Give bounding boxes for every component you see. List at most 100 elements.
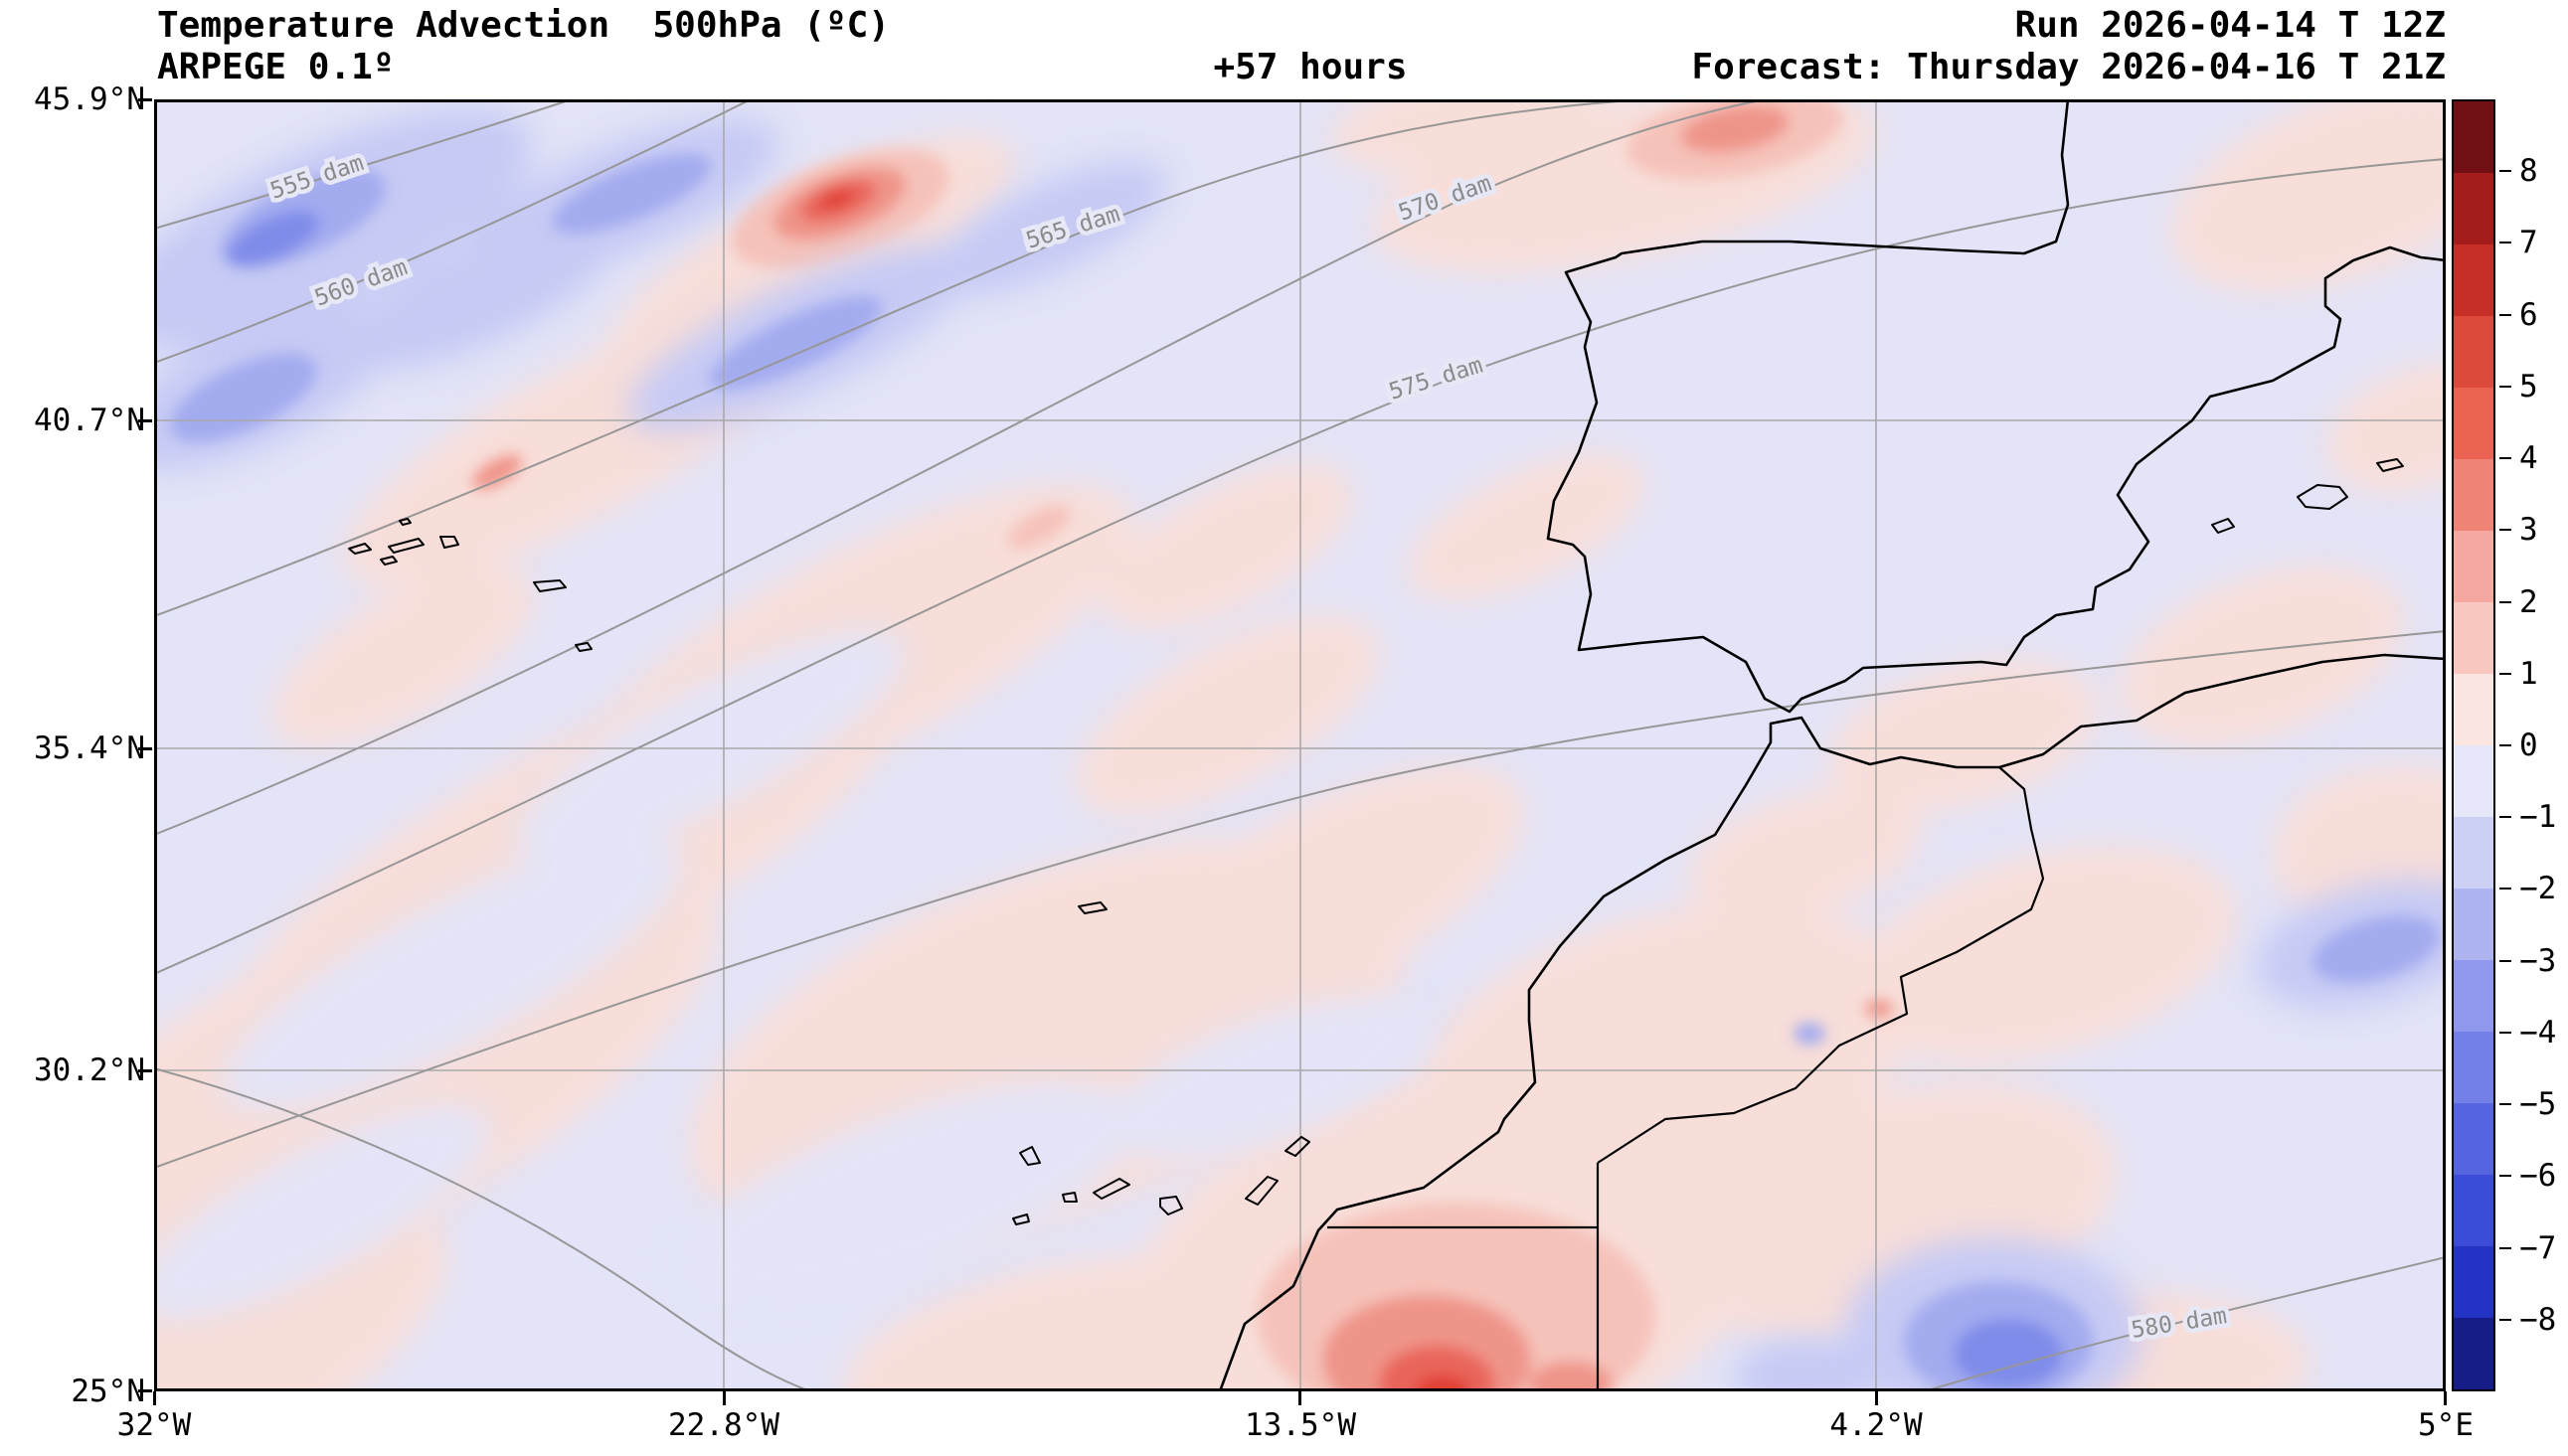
y-tick-label: 25°N <box>71 1374 145 1409</box>
island-balearics <box>2211 458 2404 534</box>
colorbar: 8 7 6 5 4 3 2 1 0 −1 −2 −3 −4 −5 −6 −7 −8 <box>2452 99 2568 1391</box>
valid-time-label: Forecast: Thursday 2026-04-16 T 21Z <box>1691 47 2446 87</box>
colorbar-tick-label: 4 <box>2519 440 2538 477</box>
colorbar-tick <box>2499 242 2511 244</box>
colorbar-tick-label: 6 <box>2519 296 2538 333</box>
colorbar-segment <box>2454 1175 2493 1246</box>
x-tick-label: 5°E <box>2418 1407 2474 1443</box>
colorbar-tick <box>2499 1031 2511 1034</box>
colorbar-segment <box>2454 244 2493 316</box>
x-tick-label: 4.2°W <box>1829 1407 1923 1443</box>
colorbar-tick <box>2499 1175 2511 1178</box>
colorbar-tick <box>2499 888 2511 890</box>
contour-565 <box>154 99 1646 617</box>
colorbar-tick-label: 1 <box>2519 655 2538 692</box>
colorbar-segment <box>2454 1103 2493 1175</box>
island-azores <box>348 518 593 652</box>
colorbar-tick-label: −5 <box>2519 1086 2557 1123</box>
islands <box>348 458 2404 1225</box>
colorbar-segment <box>2454 1032 2493 1103</box>
run-label: Run 2026-04-14 T 12Z <box>2014 5 2446 46</box>
colorbar-tick-label: 8 <box>2519 153 2538 190</box>
colorbar-tick <box>2499 529 2511 532</box>
advection-neutral-streaks <box>154 629 1429 1320</box>
colorbar-segment <box>2454 817 2493 889</box>
y-tick-mark <box>138 747 152 750</box>
contour-mid <box>154 630 2446 1169</box>
colorbar-tick <box>2499 1246 2511 1249</box>
colorbar-tick-label: 0 <box>2519 728 2538 763</box>
x-tick-mark <box>1875 1391 1878 1405</box>
x-tick-label: 13.5°W <box>1245 1407 1356 1443</box>
y-tick-label: 30.2°N <box>34 1052 145 1088</box>
colorbar-segment <box>2454 316 2493 388</box>
contour-555 <box>154 99 573 230</box>
colorbar-segment <box>2454 388 2493 459</box>
coastline-iberia-france <box>1546 99 2446 714</box>
y-tick-mark <box>138 1069 152 1072</box>
x-tick-label: 32°W <box>116 1407 192 1443</box>
colorbar-tick-label: 2 <box>2519 583 2538 620</box>
colorbar-tick-label: 7 <box>2519 225 2538 261</box>
colorbar-tick <box>2499 1318 2511 1321</box>
colorbar-tick-label: 5 <box>2519 368 2538 404</box>
colorbar-tick <box>2499 170 2511 173</box>
contour-580-west <box>154 1067 811 1391</box>
colorbar-tick-label: −4 <box>2519 1014 2557 1051</box>
x-tick-mark <box>1298 1391 1301 1405</box>
advection-cool-cores <box>170 154 2440 1391</box>
y-tick-label: 35.4°N <box>34 730 145 766</box>
colorbar-tick <box>2499 959 2511 962</box>
contour-580 <box>1923 1256 2446 1391</box>
colorbar-segment <box>2454 1246 2493 1318</box>
colorbar-segment <box>2454 531 2493 602</box>
geopotential-contours <box>154 99 2446 1391</box>
colorbar-tick <box>2499 672 2511 675</box>
colorbar-tick <box>2499 313 2511 316</box>
colorbar-segment <box>2454 602 2493 674</box>
border-western-sahara <box>1327 1163 1600 1391</box>
colorbar-tick-label: −8 <box>2519 1301 2557 1338</box>
colorbar-tick <box>2499 816 2511 819</box>
colorbar-tick-label: −3 <box>2519 942 2557 979</box>
colorbar-tick-label: −1 <box>2519 799 2557 836</box>
colorbar-segment <box>2454 960 2493 1032</box>
colorbar-tick-label: −6 <box>2519 1158 2557 1195</box>
country-borders <box>1327 766 2045 1391</box>
colorbar-segment <box>2454 173 2493 244</box>
contour-560 <box>154 99 752 364</box>
colorbar-tick-label: −7 <box>2519 1229 2557 1266</box>
advection-warm-cores <box>472 99 1893 1391</box>
y-tick-mark <box>138 1389 152 1392</box>
colorbar-segment <box>2454 1318 2493 1389</box>
colorbar-tick-label: −2 <box>2519 871 2557 907</box>
y-tick-mark <box>138 98 152 101</box>
colorbar-segment <box>2454 459 2493 531</box>
colorbar-segment <box>2454 101 2493 173</box>
colorbar-segment <box>2454 745 2493 817</box>
colorbar-tick <box>2499 1103 2511 1106</box>
contour-570 <box>154 99 1766 836</box>
contour-575 <box>154 158 2446 975</box>
x-tick-mark <box>153 1391 156 1405</box>
colorbar-segment <box>2454 674 2493 745</box>
colorbar-tick <box>2499 457 2511 460</box>
grid-lines <box>154 99 2446 1391</box>
colorbar-tick <box>2499 600 2511 603</box>
y-tick-label: 40.7°N <box>34 403 145 438</box>
page-title: Temperature Advection 500hPa (ºC) <box>157 5 890 46</box>
colorbar-segment <box>2454 889 2493 960</box>
colorbar-tick <box>2499 385 2511 388</box>
island-madeira <box>1078 901 1108 914</box>
model-label: ARPEGE 0.1º <box>157 47 395 87</box>
x-tick-mark <box>2444 1391 2447 1405</box>
colorbar-tick <box>2499 744 2511 746</box>
border-morocco-algeria <box>1597 766 2045 1164</box>
lead-time-label: +57 hours <box>1213 47 1408 87</box>
y-tick-label: 45.9°N <box>34 81 145 117</box>
map-canvas: 555 dam 560 dam 565 dam 570 dam 575 dam … <box>154 99 2446 1391</box>
colorbar-tick-label: 3 <box>2519 512 2538 549</box>
coastline-africa <box>1218 653 2446 1391</box>
x-tick-mark <box>723 1391 726 1405</box>
y-tick-mark <box>138 419 152 422</box>
